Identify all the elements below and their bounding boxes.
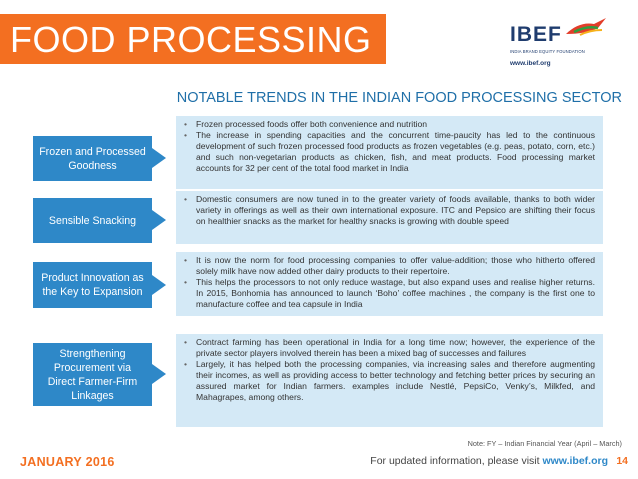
row-label: Sensible Snacking bbox=[48, 214, 137, 227]
footer-date: JANUARY 2016 bbox=[20, 455, 115, 469]
bullet-text: The increase in spending capacities and … bbox=[184, 130, 595, 174]
row-label: Frozen and Processed Goodness bbox=[39, 145, 146, 172]
bullet-text: Frozen processed foods offer both conven… bbox=[184, 119, 595, 130]
bird-icon bbox=[566, 18, 606, 36]
logo-text: IBEF bbox=[510, 23, 562, 46]
bullet-text: Domestic consumers are now tuned in to t… bbox=[184, 194, 595, 227]
arrow-icon bbox=[152, 210, 166, 230]
row-label: Product Innovation as the Key to Expansi… bbox=[41, 272, 144, 298]
bullet-text: Contract farming has been operational in… bbox=[184, 337, 595, 359]
desc-strengthening-procurement: Contract farming has been operational in… bbox=[176, 334, 603, 427]
label-product-innovation: Product Innovation as the Key to Expansi… bbox=[33, 262, 152, 308]
page-title: FOOD PROCESSING bbox=[10, 19, 372, 60]
arrow-icon bbox=[152, 275, 166, 295]
title-bar: FOOD PROCESSING bbox=[0, 14, 386, 64]
row-label: Strengthening Procurement via Direct Far… bbox=[47, 347, 138, 402]
bullet-text: This helps the processors to not only re… bbox=[184, 277, 595, 310]
footer-info: For updated information, please visit ww… bbox=[370, 455, 608, 467]
section-subtitle: NOTABLE TRENDS IN THE INDIAN FOOD PROCES… bbox=[176, 90, 622, 106]
desc-product-innovation: It is now the norm for food processing c… bbox=[176, 252, 603, 316]
bullet-text: Largely, it has helped both the processi… bbox=[184, 359, 595, 403]
logo-url[interactable]: www.ibef.org bbox=[510, 60, 551, 67]
footer-link[interactable]: www.ibef.org bbox=[542, 455, 608, 467]
label-frozen-processed: Frozen and Processed Goodness bbox=[33, 136, 152, 181]
footnote: Note: FY – Indian Financial Year (April … bbox=[467, 439, 622, 448]
footer-info-text: For updated information, please visit bbox=[370, 455, 543, 467]
logo-subtext: INDIA BRAND EQUITY FOUNDATION bbox=[510, 49, 585, 54]
label-strengthening-procurement: Strengthening Procurement via Direct Far… bbox=[33, 343, 152, 406]
ibef-logo: IBEF INDIA BRAND EQUITY FOUNDATION www.i… bbox=[510, 16, 610, 72]
page-number: 14 bbox=[616, 455, 628, 467]
bullet-text: It is now the norm for food processing c… bbox=[184, 255, 595, 277]
desc-frozen-processed: Frozen processed foods offer both conven… bbox=[176, 116, 603, 189]
arrow-icon bbox=[152, 364, 166, 384]
label-sensible-snacking: Sensible Snacking bbox=[33, 198, 152, 243]
desc-sensible-snacking: Domestic consumers are now tuned in to t… bbox=[176, 191, 603, 244]
arrow-icon bbox=[152, 148, 166, 168]
